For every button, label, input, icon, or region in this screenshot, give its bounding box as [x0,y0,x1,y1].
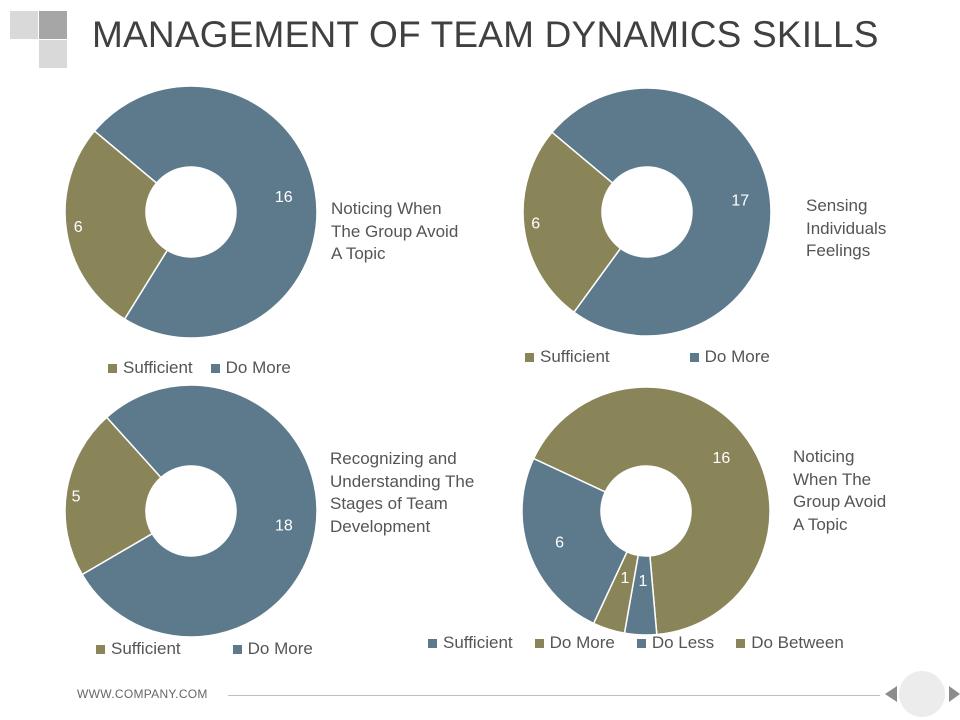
slice-value-label: 1 [620,570,629,587]
legend-swatch [108,363,117,373]
footer-divider [228,695,880,696]
chart-title-noticing-group-avoid-topic: Noticing When The Group Avoid A Topic [331,199,459,263]
slice-value-label: 16 [275,189,293,206]
legend-label: Sufficient [123,358,193,377]
legend-item-do-less: Do Less [636,633,715,653]
slice-value-label: 17 [731,193,749,210]
legend-item-do-more: Do More [210,358,291,378]
legend-item-do-more: Do More [534,633,615,653]
legend-item-sufficient: Sufficient [96,639,181,659]
chart-legend: Sufficient Do More Do Less Do Between [428,633,844,653]
chart-title-recognizing-stages: Recognizing and Understanding The Stages… [330,449,475,536]
slice-value-label: 16 [712,450,730,467]
corner-decoration-dark [39,11,67,39]
legend-label: Sufficient [540,347,610,366]
chart-title-sensing-individuals-feelings: Sensing Individuals Feelings [806,196,887,260]
donut-chart-noticing-group-avoid-topic: 16 6 [64,85,318,339]
corner-decoration-light [39,40,67,68]
legend-swatch [210,363,220,373]
legend-item-do-more: Do More [232,639,313,659]
legend-swatch [736,638,746,648]
legend-item-sufficient: Sufficient [428,633,513,653]
chart-title-noticing-group-avoid-topic-4: Noticing When The Group Avoid A Topic [793,447,887,534]
next-arrow-icon[interactable] [949,686,960,702]
donut-hole [146,167,236,257]
donut-chart-recognizing-stages: 18 5 [64,384,318,638]
chart-legend: Sufficient Do More [525,347,770,367]
slice-value-label: 6 [74,219,83,236]
legend-swatch [428,638,437,648]
chart-legend: Sufficient Do More [108,358,291,378]
legend-item-do-between: Do Between [736,633,844,653]
legend-swatch [525,352,534,362]
legend-item-sufficient: Sufficient [108,358,193,378]
donut-hole [602,167,692,257]
legend-swatch [232,644,242,654]
nav-circle-button[interactable] [899,671,945,717]
legend-swatch [96,644,105,654]
corner-decoration-light [10,11,38,39]
slice-value-label: 1 [638,573,647,590]
legend-item-do-more: Do More [689,347,770,367]
legend-label: Sufficient [111,639,181,658]
slice-value-label: 6 [555,534,564,551]
donut-chart-sensing-individuals-feelings: 17 6 [522,87,772,337]
page-title: MANAGEMENT OF TEAM DYNAMICS SKILLS [92,14,879,55]
footer-website: WWW.COMPANY.COM [77,687,208,701]
chart-legend: Sufficient Do More [96,639,313,659]
slice-value-label: 18 [275,517,293,534]
legend-label: Do Less [651,633,715,652]
legend-label: Do More [704,347,770,366]
slice-value-label: 6 [531,215,540,232]
legend-swatch [689,352,699,362]
legend-label: Do More [225,358,291,377]
prev-arrow-icon[interactable] [885,686,897,702]
donut-hole [146,466,236,556]
legend-label: Sufficient [443,633,513,652]
legend-label: Do More [247,639,313,658]
donut-hole [601,466,691,556]
slice-value-label: 5 [72,489,81,506]
legend-swatch [534,638,544,648]
legend-label: Do More [549,633,615,652]
legend-label: Do Between [751,633,844,652]
legend-item-sufficient: Sufficient [525,347,610,367]
slice-sufficient [522,131,622,314]
legend-swatch [636,638,646,648]
